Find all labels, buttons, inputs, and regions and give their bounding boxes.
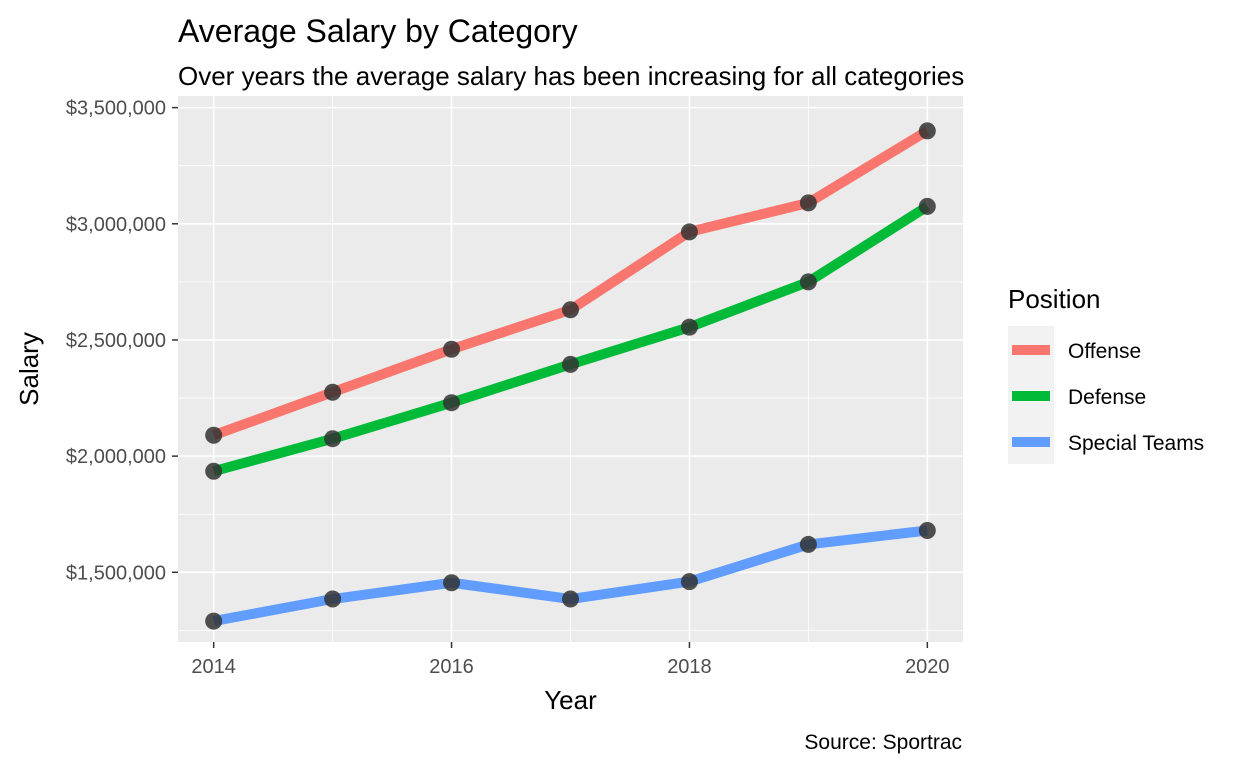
legend-label: Special Teams	[1068, 432, 1204, 455]
data-point	[205, 612, 223, 630]
x-axis: 2014 2016 2018 2020	[191, 642, 950, 678]
y-tick-label: $3,000,000	[66, 214, 166, 236]
y-axis-title: Salary	[14, 332, 44, 406]
x-tick-label: 2020	[905, 656, 950, 678]
data-point	[205, 462, 223, 480]
x-axis-title: Year	[544, 685, 597, 715]
data-point	[799, 194, 817, 212]
data-point	[680, 223, 698, 241]
y-tick-label: $2,500,000	[66, 330, 166, 352]
data-point	[918, 521, 936, 539]
data-point	[562, 590, 579, 608]
data-point	[799, 273, 817, 291]
y-tick-label: $2,000,000	[66, 446, 166, 468]
legend-label: Defense	[1068, 386, 1146, 409]
data-point	[562, 355, 579, 373]
chart-subtitle: Over years the average salary has been i…	[178, 61, 964, 91]
y-tick-label: $1,500,000	[66, 562, 166, 584]
data-point	[324, 430, 342, 448]
legend-label: Offense	[1068, 340, 1141, 363]
data-point	[680, 573, 698, 591]
data-point	[799, 535, 817, 553]
data-point	[324, 383, 342, 401]
x-tick-label: 2016	[429, 656, 474, 678]
y-tick-label: $3,500,000	[66, 98, 166, 120]
data-point	[205, 426, 223, 444]
data-point	[562, 301, 579, 319]
legend-title: Position	[1008, 284, 1101, 314]
data-point	[680, 318, 698, 336]
data-point	[443, 340, 461, 358]
data-point	[443, 574, 461, 592]
data-point	[918, 122, 936, 140]
data-point	[443, 394, 461, 412]
y-axis: $1,500,000 $2,000,000 $2,500,000 $3,000,000…	[66, 98, 178, 584]
x-tick-label: 2018	[667, 656, 712, 678]
data-point	[918, 197, 936, 215]
chart-title: Average Salary by Category	[178, 13, 578, 49]
series-points	[205, 122, 936, 630]
legend: Position Offense Defense Special Teams	[1008, 284, 1204, 464]
data-point	[324, 590, 342, 608]
legend-items: Offense Defense Special Teams	[1008, 326, 1204, 464]
grid-major	[178, 96, 963, 642]
x-tick-label: 2014	[191, 656, 236, 678]
chart-caption: Source: Sportrac	[804, 731, 962, 754]
